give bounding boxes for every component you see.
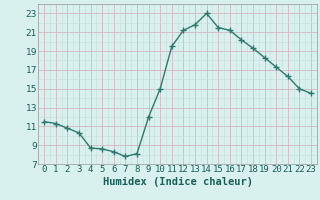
X-axis label: Humidex (Indice chaleur): Humidex (Indice chaleur) [103, 177, 252, 187]
